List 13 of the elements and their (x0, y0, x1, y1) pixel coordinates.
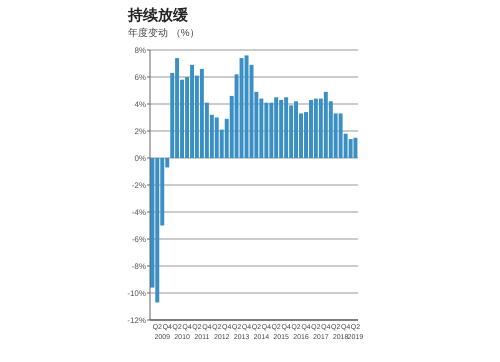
chart-subtitle: 年度变动 （%） (128, 27, 200, 39)
y-tick-label: 0% (134, 154, 146, 163)
y-tick-label: 2% (134, 127, 146, 136)
y-tick-label: -8% (132, 262, 146, 271)
y-tick-label: -4% (132, 208, 146, 217)
y-tick-label: -10% (127, 289, 146, 298)
chart-title: 持续放缓 (127, 7, 189, 24)
y-tick-label: -6% (132, 235, 146, 244)
y-tick-label: 8% (134, 46, 146, 55)
y-tick-label: -2% (132, 181, 146, 190)
y-tick-label: -12% (127, 316, 146, 325)
y-tick-label: 6% (134, 73, 146, 82)
y-tick-label: 4% (134, 100, 146, 109)
